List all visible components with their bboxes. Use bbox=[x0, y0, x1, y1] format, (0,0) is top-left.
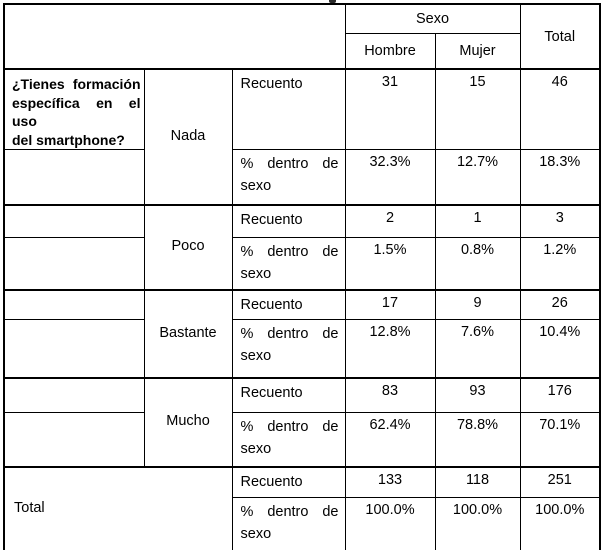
percent-cell: 1.2% bbox=[519, 237, 601, 290]
count-cell: 9 bbox=[434, 288, 521, 320]
stat-label-recuento: Recuento bbox=[231, 376, 346, 413]
percent-cell: 0.8% bbox=[434, 237, 521, 290]
count-cell: 46 bbox=[519, 68, 601, 150]
stat-label-percent: % dentro de sexo bbox=[231, 497, 346, 550]
percent-cell: 7.6% bbox=[434, 319, 521, 378]
percent-label-line: % dentro de bbox=[240, 156, 339, 172]
percent-label-line: sexo bbox=[240, 525, 272, 542]
stat-label-recuento: Recuento bbox=[231, 203, 346, 238]
percent-cell: 62.4% bbox=[344, 412, 436, 467]
count-cell: 251 bbox=[519, 465, 601, 498]
percent-label-line: % dentro de bbox=[240, 419, 339, 435]
percent-cell: 70.1% bbox=[519, 412, 601, 467]
percent-cell: 100.0% bbox=[434, 497, 521, 550]
count-cell: 133 bbox=[344, 465, 436, 498]
stat-label-percent: % dentro de sexo bbox=[231, 319, 346, 378]
percent-label-line: sexo bbox=[240, 265, 272, 282]
percent-label-line: % dentro de bbox=[240, 326, 339, 342]
percent-cell: 100.0% bbox=[519, 497, 601, 550]
percent-cell: 1.5% bbox=[344, 237, 436, 290]
header-blank-cell bbox=[3, 3, 346, 70]
stat-label-percent: % dentro de sexo bbox=[231, 149, 346, 205]
count-cell: 1 bbox=[434, 203, 521, 238]
stat-label-percent: % dentro de sexo bbox=[231, 237, 346, 290]
empty-cell bbox=[3, 288, 145, 320]
stat-label-percent: % dentro de sexo bbox=[231, 412, 346, 467]
percent-cell: 12.8% bbox=[344, 319, 436, 378]
empty-cell bbox=[3, 412, 145, 467]
count-cell: 2 bbox=[344, 203, 436, 238]
category-label-bastante: Bastante bbox=[143, 288, 233, 378]
stat-label-recuento: Recuento bbox=[231, 465, 346, 498]
percent-cell: 32.3% bbox=[344, 149, 436, 205]
count-cell: 15 bbox=[434, 68, 521, 150]
question-line: ¿Tienes formación bbox=[12, 76, 141, 92]
category-label-poco: Poco bbox=[143, 203, 233, 290]
header-total: Total bbox=[519, 3, 601, 70]
question-line: específica en el uso bbox=[12, 94, 141, 130]
total-row-label: Total bbox=[3, 465, 233, 550]
percent-cell: 100.0% bbox=[344, 497, 436, 550]
percent-label-line: sexo bbox=[240, 440, 272, 457]
count-cell: 83 bbox=[344, 376, 436, 413]
count-cell: 176 bbox=[519, 376, 601, 413]
category-label-mucho: Mucho bbox=[143, 376, 233, 467]
stat-label-recuento: Recuento bbox=[231, 68, 346, 150]
crosstab-table: Sexo Total Hombre Mujer ¿Tienes formació… bbox=[3, 3, 601, 550]
stat-label-recuento: Recuento bbox=[231, 288, 346, 320]
count-cell: 26 bbox=[519, 288, 601, 320]
header-sexo: Sexo bbox=[344, 3, 521, 34]
percent-cell: 18.3% bbox=[519, 149, 601, 205]
empty-cell bbox=[3, 376, 145, 413]
cropped-caption-fragment bbox=[329, 0, 336, 3]
percent-cell: 10.4% bbox=[519, 319, 601, 378]
empty-cell bbox=[3, 237, 145, 290]
empty-cell bbox=[3, 203, 145, 238]
empty-cell bbox=[3, 319, 145, 378]
percent-cell: 78.8% bbox=[434, 412, 521, 467]
percent-label-line: % dentro de bbox=[240, 244, 339, 260]
count-cell: 118 bbox=[434, 465, 521, 498]
header-mujer: Mujer bbox=[434, 32, 521, 70]
percent-cell: 12.7% bbox=[434, 149, 521, 205]
count-cell: 93 bbox=[434, 376, 521, 413]
category-label-nada: Nada bbox=[143, 68, 233, 205]
empty-cell bbox=[3, 149, 145, 205]
question-line: del smartphone? bbox=[12, 131, 125, 148]
percent-label-line: sexo bbox=[240, 347, 272, 364]
question-cell: ¿Tienes formación específica en el uso d… bbox=[3, 68, 145, 150]
percent-label-line: sexo bbox=[240, 177, 272, 194]
count-cell: 3 bbox=[519, 203, 601, 238]
count-cell: 17 bbox=[344, 288, 436, 320]
percent-label-line: % dentro de bbox=[240, 504, 339, 520]
header-hombre: Hombre bbox=[344, 32, 436, 70]
count-cell: 31 bbox=[344, 68, 436, 150]
